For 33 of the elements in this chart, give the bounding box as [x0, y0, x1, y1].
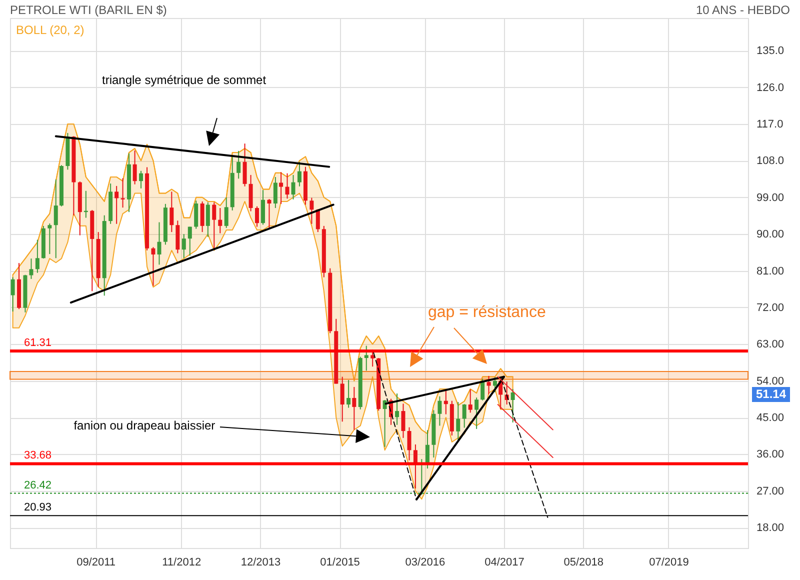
- y-tick-label: 135.0: [756, 45, 784, 58]
- y-tick-label: 108.0: [756, 155, 784, 168]
- y-tick-label: 36.00: [756, 448, 784, 461]
- y-tick-label: 54.00: [756, 375, 784, 388]
- y-tick-label: 81.00: [756, 265, 784, 278]
- y-tick-label: 117.0: [756, 118, 784, 130]
- ref-line-label: 33.68: [24, 450, 52, 462]
- x-tick-label: 12/2013: [240, 556, 281, 568]
- y-tick-label: 63.00: [756, 338, 784, 351]
- ref-line-label: 26.42: [24, 479, 52, 492]
- y-tick-label: 126.0: [756, 82, 784, 94]
- chart-title: PETROLE WTI (BARIL EN $): [10, 3, 167, 17]
- annotation: gap = résistance: [428, 304, 546, 322]
- y-tick-label: 45.00: [756, 412, 784, 424]
- x-tick-label: 09/2011: [76, 556, 116, 568]
- annotation: triangle symétrique de sommet: [102, 73, 266, 87]
- x-tick-label: 11/2012: [162, 556, 202, 568]
- y-tick-label: 27.00: [756, 485, 784, 498]
- annotation: fanion ou drapeau baissier: [74, 418, 216, 433]
- x-tick-label: 03/2016: [405, 556, 446, 568]
- ref-line-label: 20.93: [24, 502, 52, 514]
- ref-line-label: 61.31: [24, 337, 52, 350]
- y-tick-label: 18.00: [756, 522, 784, 534]
- x-tick-label: 05/2018: [564, 556, 604, 568]
- x-tick-label: 04/2017: [484, 556, 524, 568]
- chart-subtitle: 10 ANS - HEBDO: [696, 3, 790, 17]
- y-tick-label: 99.00: [756, 192, 784, 204]
- text: BOLL (20, 2): [16, 23, 84, 37]
- text: 51.14: [752, 387, 790, 402]
- y-tick-label: 90.00: [756, 228, 784, 241]
- x-tick-label: 07/2019: [649, 556, 689, 568]
- x-tick-label: 01/2015: [320, 556, 360, 568]
- y-tick-label: 72.00: [756, 302, 784, 314]
